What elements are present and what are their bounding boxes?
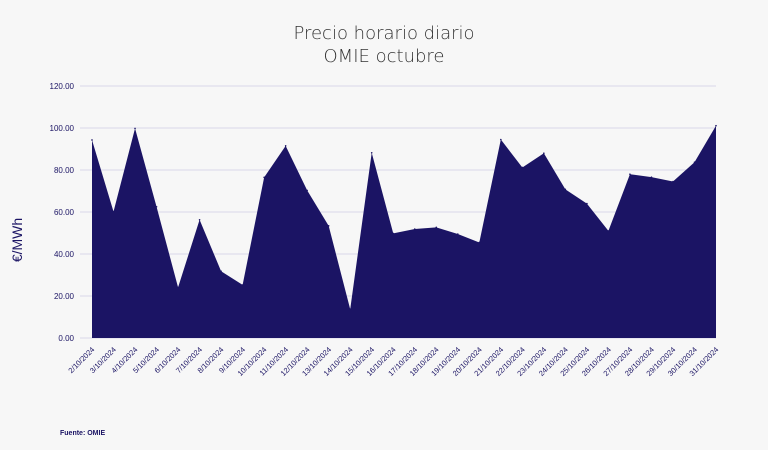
data-point-10 [284,145,287,147]
chart-title: Precio horario diario OMIE octubre [0,22,768,68]
data-point-15 [392,232,395,235]
data-point-7 [220,270,222,273]
data-point-9 [263,176,265,179]
y-axis-ticks: 0.00 20.00 40.00 60.00 80.00 100.00 120.00 [50,82,75,343]
chart-title-line-2: OMIE octubre [323,46,445,67]
data-point-27 [650,176,653,178]
data-point-26 [629,173,631,175]
source-note: Fuente: OMIE [60,430,106,437]
data-point-5 [177,286,179,289]
y-tick-label: 60.00 [54,208,75,217]
y-tick-label: 120.00 [50,82,75,91]
data-point-30 [715,124,717,127]
data-point-23 [564,188,567,191]
data-point-12 [327,225,330,227]
data-point-1 [91,139,93,141]
data-point-2 [112,210,115,213]
y-tick-label: 0.00 [58,334,74,343]
data-point-28 [672,180,674,183]
y-axis-label: €/MWh [9,218,25,262]
area-series [91,124,717,338]
data-point-3 [134,127,136,130]
data-point-21 [521,166,524,169]
data-point-13 [349,308,352,311]
data-point-29 [693,161,696,164]
data-point-11 [306,189,308,192]
y-tick-label: 100.00 [50,124,75,133]
data-point-4 [155,205,158,208]
y-tick-label: 40.00 [54,250,75,259]
chart-title-line-1: Precio horario diario [293,23,475,44]
data-point-8 [241,284,244,286]
data-point-14 [370,151,373,154]
y-tick-label: 20.00 [54,292,75,301]
data-point-24 [586,202,588,205]
data-point-18 [456,233,459,235]
data-point-6 [198,218,201,221]
price-area [92,125,716,338]
data-point-20 [500,138,502,141]
y-tick-label: 80.00 [54,166,75,175]
x-axis-ticks: 2/10/20243/10/20244/10/20245/10/20246/10… [66,345,720,378]
data-point-19 [478,241,481,244]
data-point-17 [435,226,438,229]
data-point-16 [413,228,416,230]
data-point-25 [607,230,610,232]
data-point-22 [543,152,545,154]
